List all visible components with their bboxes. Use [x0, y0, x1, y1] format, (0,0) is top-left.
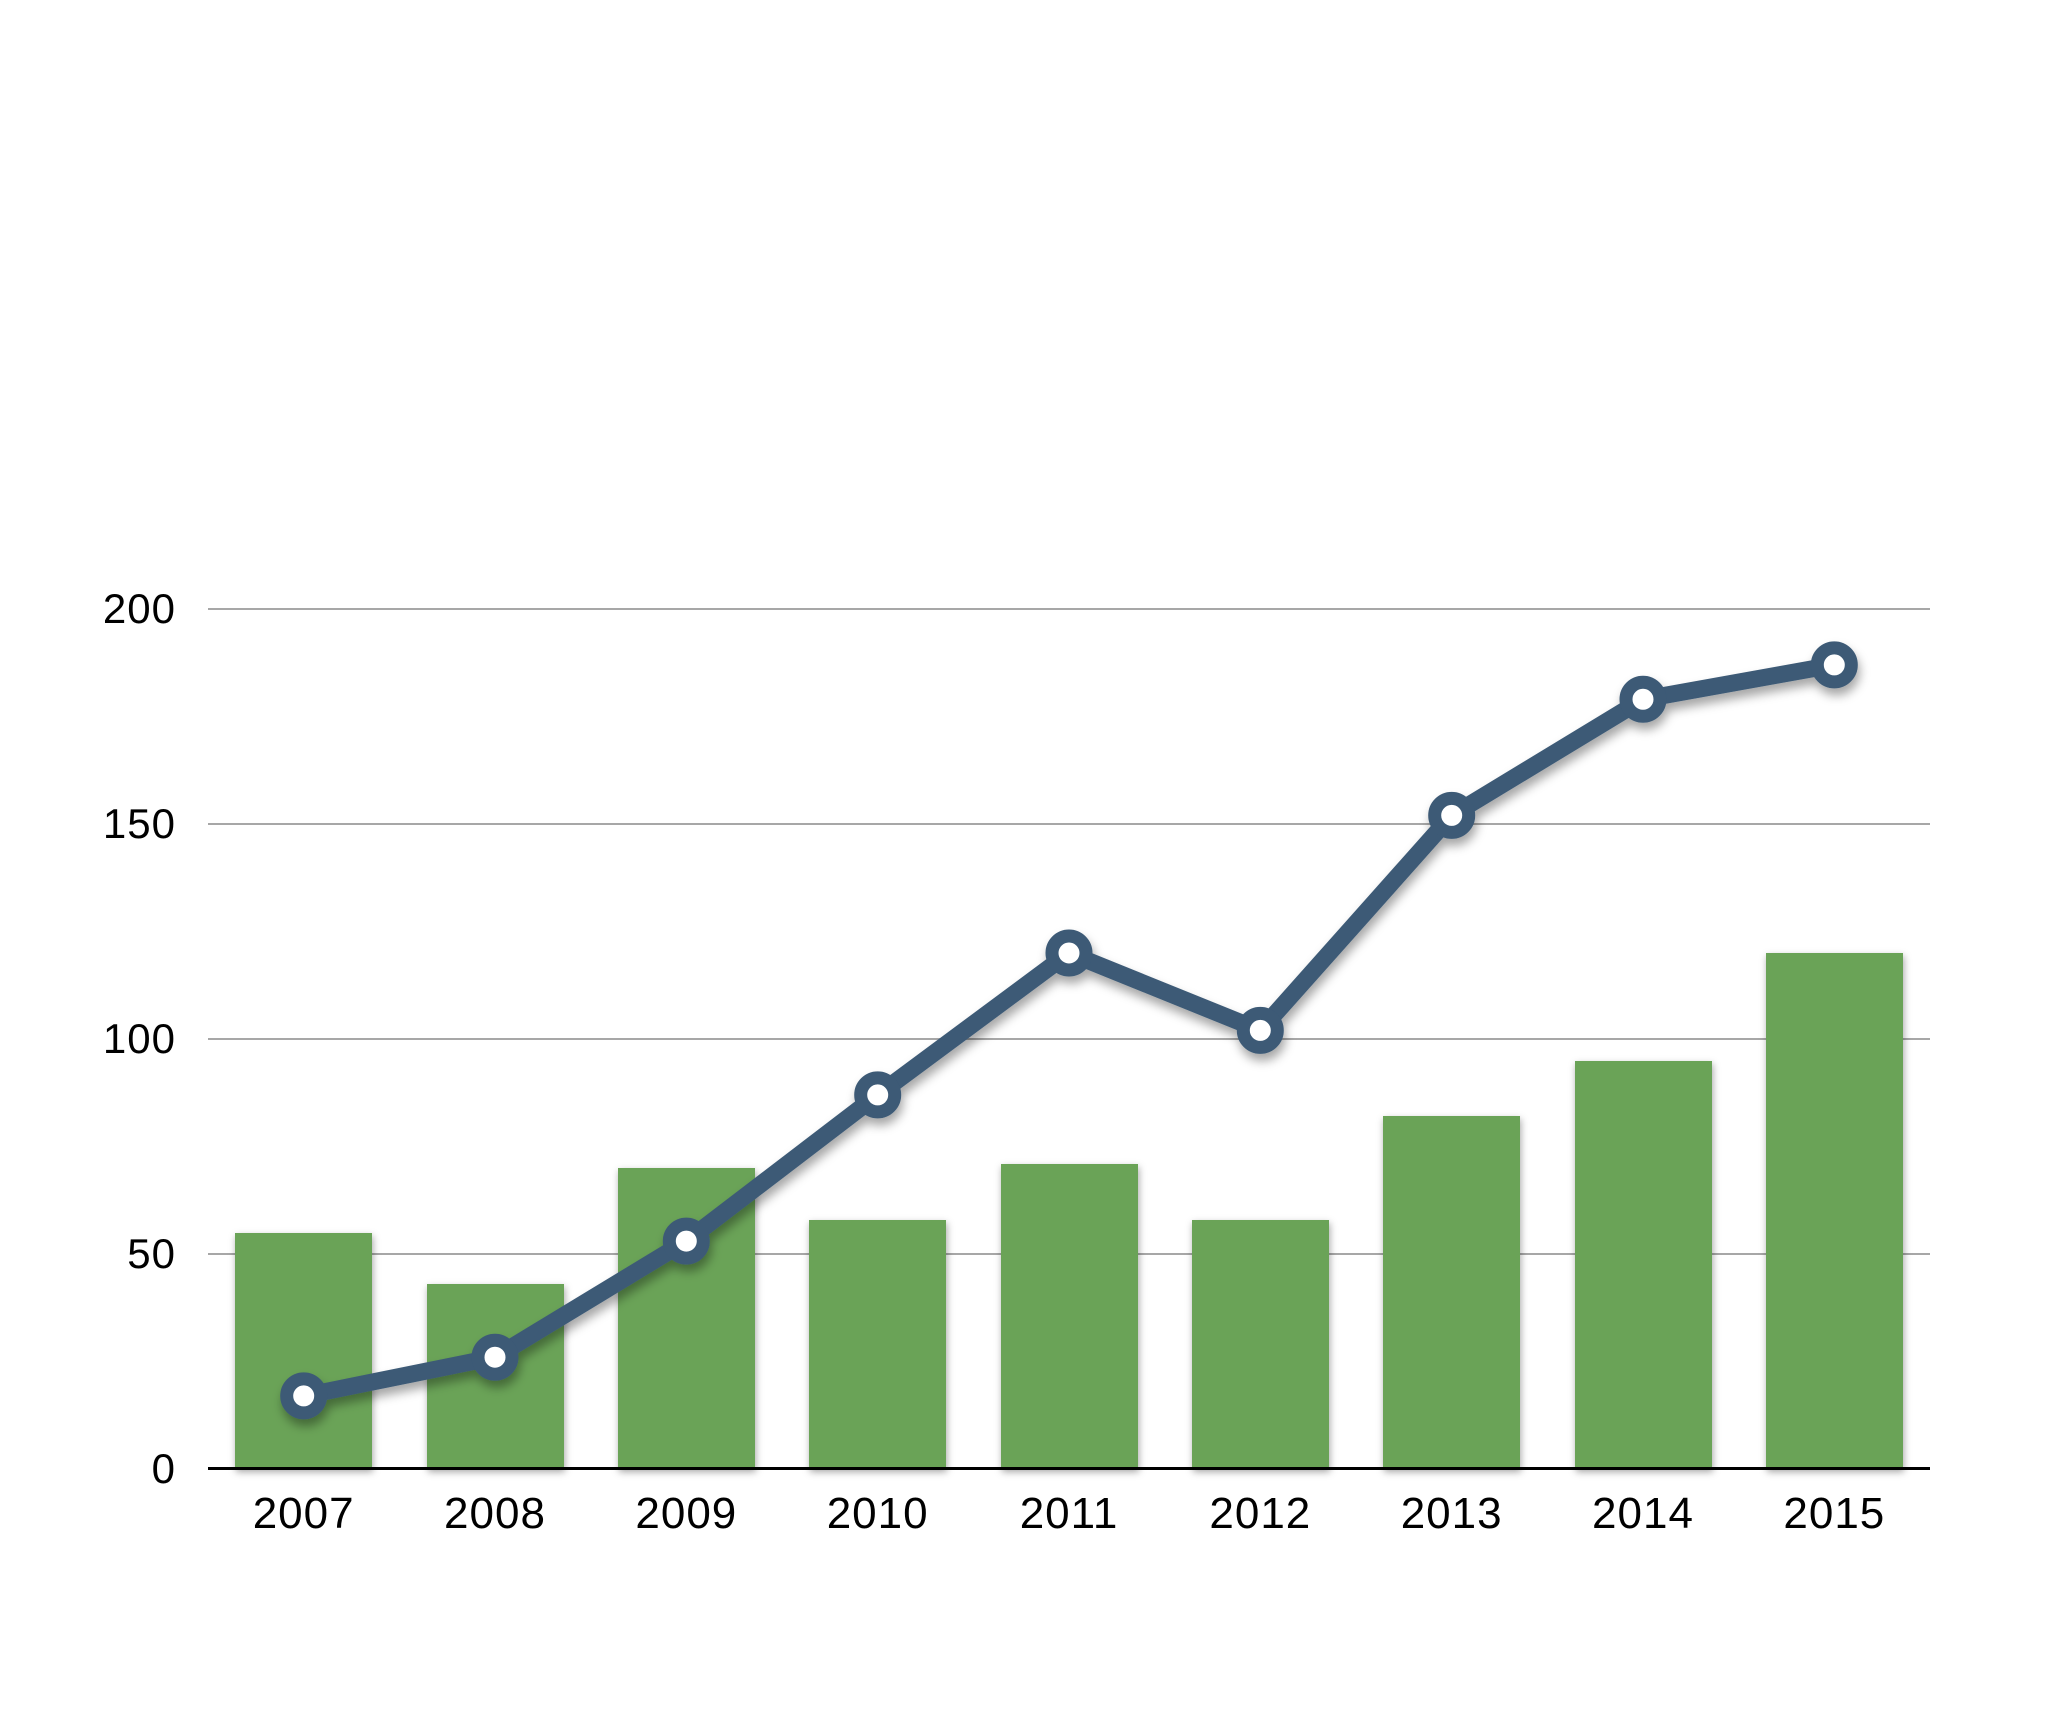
- data-point-marker: [1810, 641, 1858, 689]
- plot-area: [208, 608, 1930, 1470]
- trend-line: [295, 656, 1843, 1405]
- y-tick-label: 100: [102, 1015, 176, 1062]
- data-point-marker: [1619, 675, 1667, 723]
- bar: [1765, 953, 1903, 1469]
- data-point-marker: [1428, 791, 1476, 839]
- x-axis-line: [208, 1467, 1930, 1470]
- bar: [1191, 1219, 1329, 1469]
- data-point-marker: [1236, 1006, 1284, 1054]
- data-point-marker: [1045, 929, 1093, 977]
- y-tick-label: 50: [127, 1230, 176, 1277]
- year-label: 2008: [444, 1489, 546, 1538]
- year-label: 2014: [1592, 1489, 1694, 1538]
- gridline: [208, 1038, 1930, 1040]
- bar: [1383, 1116, 1521, 1469]
- year-label: 2010: [826, 1489, 929, 1538]
- year-label: 2013: [1400, 1489, 1503, 1538]
- bar: [809, 1219, 947, 1469]
- line-series-layer: [280, 641, 1858, 1420]
- y-tick-label: 150: [102, 800, 176, 847]
- gridline: [208, 823, 1930, 825]
- year-label: 2007: [252, 1489, 355, 1538]
- year-label: 2011: [1019, 1489, 1119, 1538]
- year-label: 2015: [1783, 1489, 1886, 1538]
- y-tick-label: 200: [102, 585, 176, 632]
- year-label: 2012: [1209, 1489, 1312, 1538]
- year-label: 2009: [635, 1489, 738, 1538]
- data-point-marker: [854, 1071, 902, 1119]
- data-point-marker: [662, 1217, 710, 1265]
- data-point-marker: [471, 1333, 519, 1381]
- bar: [235, 1232, 373, 1469]
- bar: [1000, 1163, 1138, 1469]
- bar: [1574, 1060, 1712, 1469]
- gridline: [208, 608, 1930, 610]
- y-tick-label: 0: [151, 1445, 176, 1492]
- data-point-marker: [280, 1372, 328, 1420]
